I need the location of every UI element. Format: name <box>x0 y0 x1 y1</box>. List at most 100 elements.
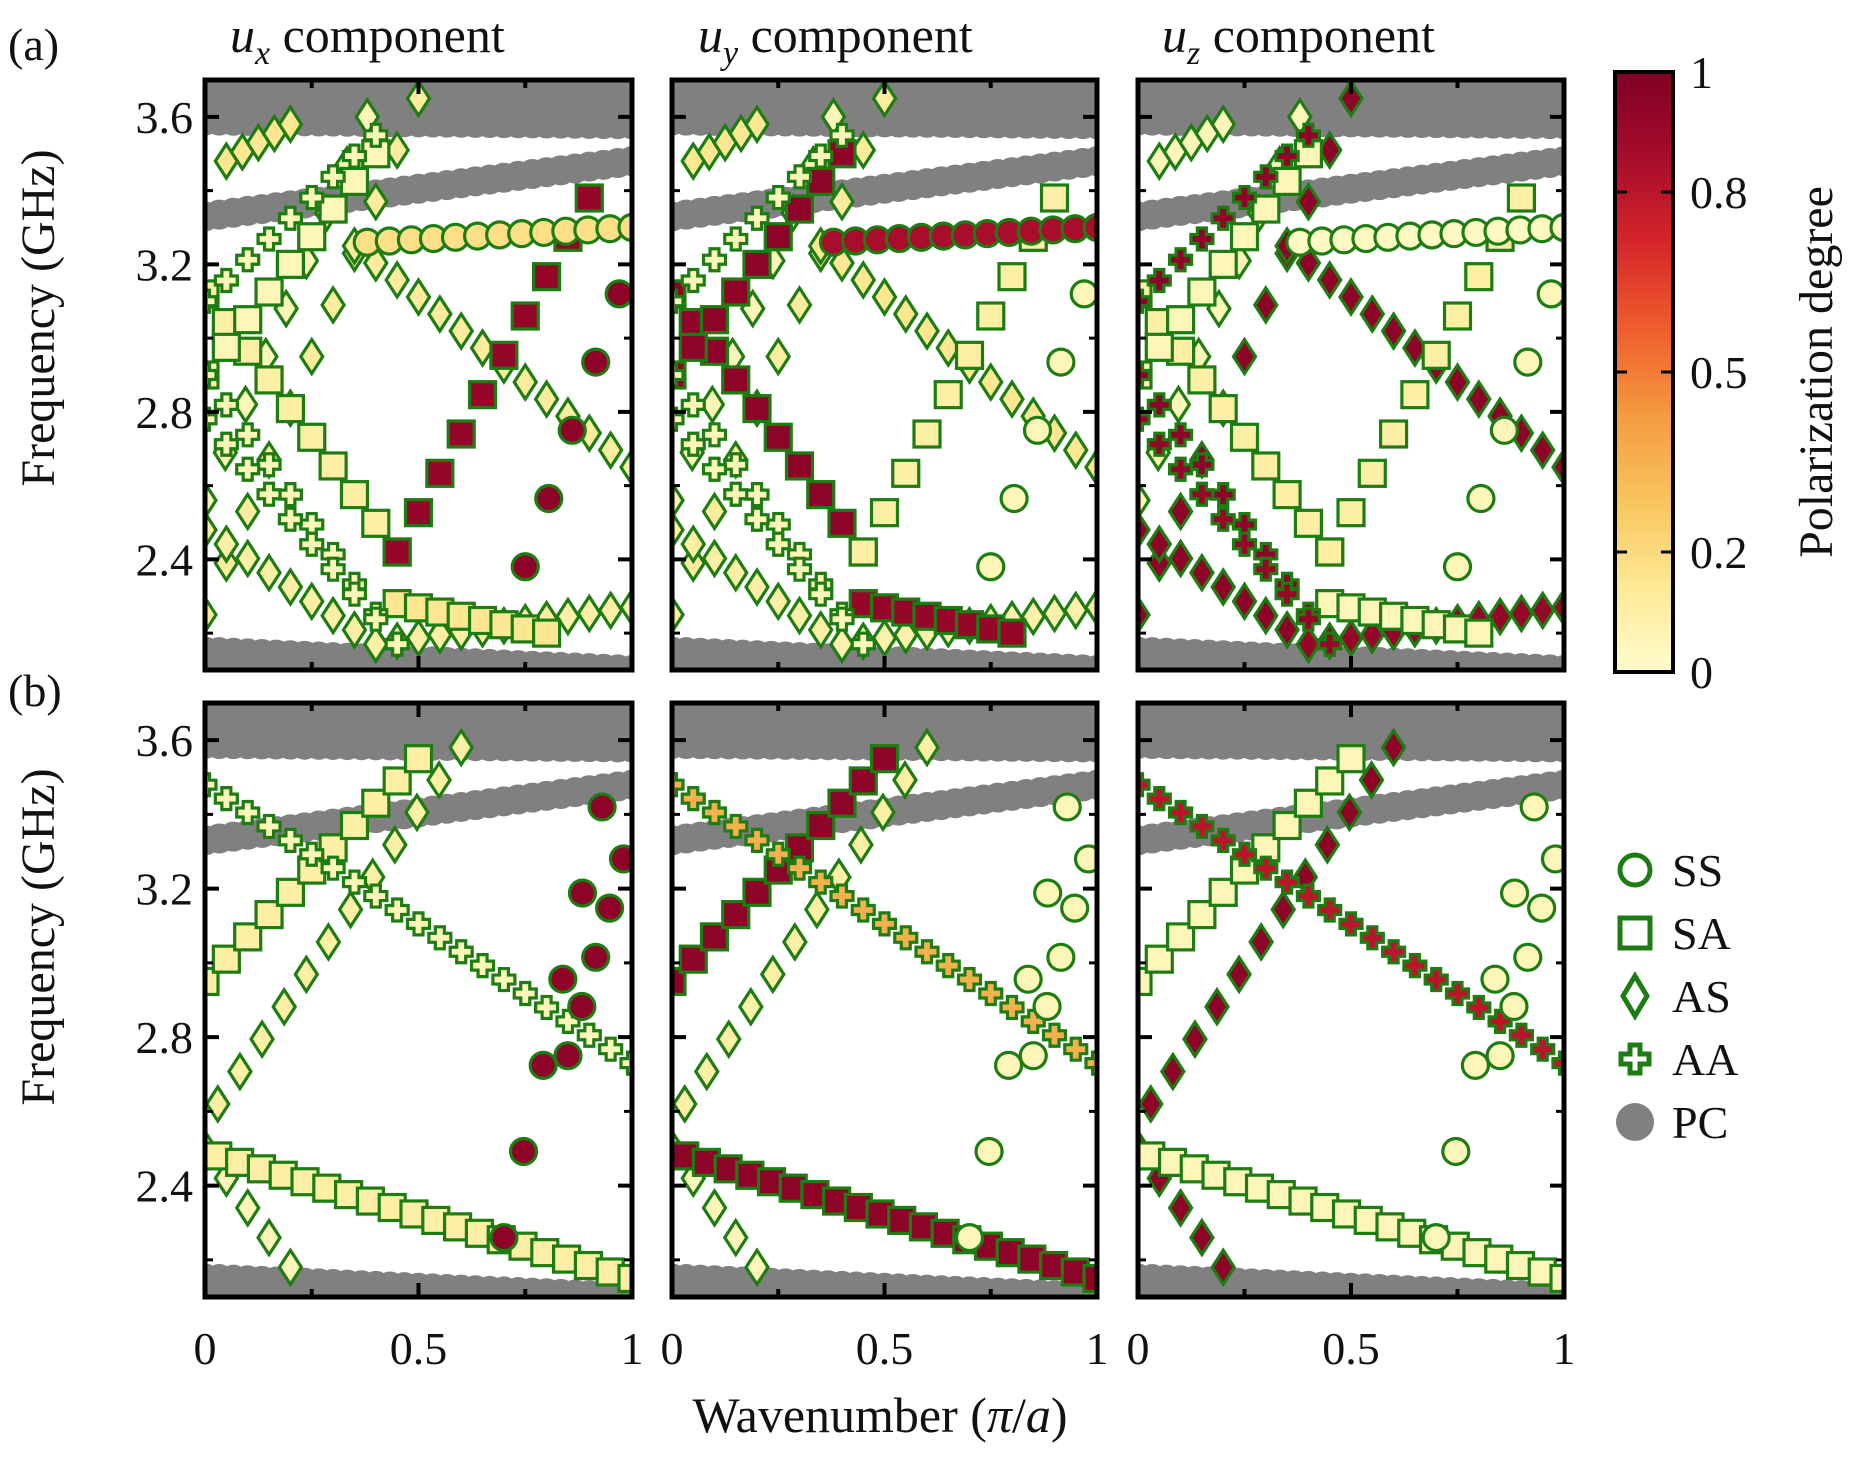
square-point <box>1144 332 1174 362</box>
circle-point <box>1442 552 1473 582</box>
square-point <box>1229 222 1260 252</box>
legend-diamond-marker <box>1620 971 1650 1021</box>
circle-point <box>1499 878 1530 908</box>
legend-label: PC <box>1672 1097 1728 1148</box>
circle-point <box>608 844 632 874</box>
col-title-uy: uy component <box>698 7 973 72</box>
diamond-point <box>1146 524 1173 565</box>
cross-point <box>299 184 325 211</box>
cross-point <box>1317 631 1343 657</box>
diamond-point <box>426 294 453 334</box>
square-point <box>1251 194 1281 224</box>
cross-point <box>723 813 749 840</box>
diamond-point <box>1138 509 1151 550</box>
diamond-point <box>227 1051 253 1092</box>
diamond-point <box>512 362 539 403</box>
cross-point <box>701 422 728 448</box>
cross-point <box>277 205 303 231</box>
square-point <box>699 305 730 335</box>
circle-point <box>976 552 1006 582</box>
square-point <box>574 183 604 213</box>
diamond-point <box>1270 889 1297 930</box>
panel-a-ux: 2.4 2.8 3.2 3.6 <box>136 77 635 673</box>
diamond-point <box>1020 596 1047 637</box>
cross-point <box>701 456 728 482</box>
circle-point <box>1441 1136 1471 1167</box>
xlabel-pi: π <box>987 1387 1014 1443</box>
circle-point <box>1460 1050 1490 1080</box>
square-point <box>318 451 348 481</box>
diamond-point <box>271 986 298 1027</box>
diamond-point <box>1380 311 1407 351</box>
square-point <box>721 277 751 307</box>
colorbar-tick-label: 1 <box>1690 47 1713 98</box>
pc-point <box>1549 146 1564 177</box>
cross-point <box>701 799 728 826</box>
cross-point <box>256 452 282 478</box>
diamond-point <box>803 889 830 930</box>
cross-point <box>808 869 834 895</box>
square-point <box>912 419 942 449</box>
diamond-point <box>672 594 685 635</box>
cross-point <box>277 506 303 532</box>
y-tick-label: 3.2 <box>136 864 194 915</box>
plot-panels: 2.42.83.23.62.42.83.23.60 0.5 1 0 0.5 1 0 0.5 1 <box>136 77 1576 1374</box>
diamond-point <box>320 595 347 636</box>
pc-point <box>1082 146 1097 177</box>
diamond-point <box>533 379 560 420</box>
diamond-point <box>234 538 261 579</box>
cross-point <box>808 143 834 169</box>
diamond-point <box>1487 596 1514 637</box>
square-point <box>510 301 540 331</box>
col-title-uz-rest: component <box>1200 7 1435 63</box>
cross-point <box>256 481 282 507</box>
diamond-point <box>1210 104 1237 145</box>
diamond-point <box>1551 587 1564 628</box>
cross-point <box>1210 827 1236 853</box>
cross-point <box>1295 883 1321 909</box>
diamond-point <box>213 524 240 565</box>
diamond-point <box>1465 379 1492 420</box>
diamond-point <box>1138 594 1151 635</box>
diamond-point <box>1380 727 1407 768</box>
diamond-point <box>234 491 261 532</box>
diamond-point <box>977 362 1004 403</box>
circle-point <box>617 212 632 243</box>
ylabel-a: Frequency (GHz) <box>12 149 65 486</box>
cross-point <box>213 785 239 812</box>
square-point <box>1378 419 1409 449</box>
square-point <box>275 249 305 279</box>
cross-point <box>1168 247 1194 273</box>
square-point <box>361 508 391 538</box>
col-title-ux-sub: x <box>254 35 270 72</box>
square-point <box>678 332 708 362</box>
legend-label: SA <box>1672 908 1731 959</box>
diamond-point <box>298 581 325 622</box>
square-point <box>361 788 391 818</box>
cross-point <box>405 911 432 937</box>
diamond-point <box>1188 552 1215 593</box>
circle-point <box>1060 893 1090 923</box>
circle-point <box>1018 1041 1048 1071</box>
square-point <box>403 498 434 528</box>
col-title-uy-var: u <box>698 7 723 63</box>
col-title-uy-rest: component <box>738 7 973 63</box>
circle-point <box>1540 844 1564 874</box>
circle-point <box>1513 942 1543 972</box>
legend-cross-marker <box>1618 1042 1652 1076</box>
xlabel-pre: Wavenumber ( <box>692 1387 986 1443</box>
square-point <box>763 222 793 252</box>
legend-pc-marker <box>1616 1103 1654 1141</box>
cross-point <box>701 247 728 273</box>
diamond-point <box>999 379 1025 420</box>
square-point <box>1272 480 1302 510</box>
diamond-point <box>786 595 813 636</box>
diamond-point <box>871 618 898 658</box>
square-point <box>297 422 327 452</box>
panel-a-uz <box>1135 77 1567 673</box>
cross-point <box>1189 481 1215 507</box>
diamond-point <box>448 727 475 768</box>
xlabel-post: ) <box>1051 1387 1068 1443</box>
square-point <box>742 249 772 279</box>
